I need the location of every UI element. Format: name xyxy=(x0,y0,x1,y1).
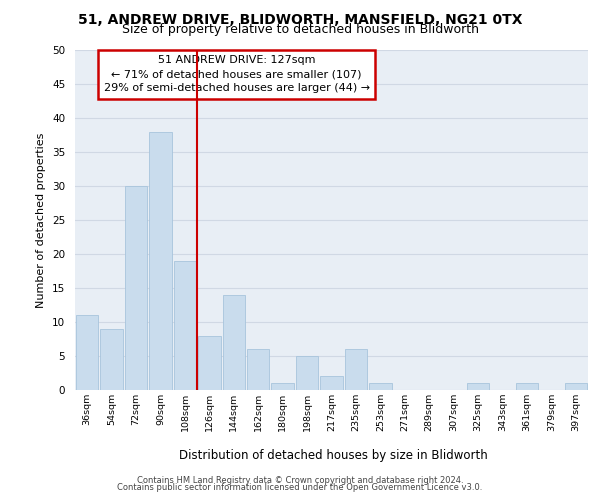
Bar xyxy=(369,383,392,390)
Bar xyxy=(125,186,148,390)
Text: 51 ANDREW DRIVE: 127sqm
← 71% of detached houses are smaller (107)
29% of semi-d: 51 ANDREW DRIVE: 127sqm ← 71% of detache… xyxy=(104,55,370,93)
Text: Contains public sector information licensed under the Open Government Licence v3: Contains public sector information licen… xyxy=(118,483,482,492)
Text: Contains HM Land Registry data © Crown copyright and database right 2024.: Contains HM Land Registry data © Crown c… xyxy=(137,476,463,485)
Bar xyxy=(344,349,367,390)
Bar xyxy=(515,383,538,390)
Text: Distribution of detached houses by size in Blidworth: Distribution of detached houses by size … xyxy=(179,450,487,462)
Text: 51, ANDREW DRIVE, BLIDWORTH, MANSFIELD, NG21 0TX: 51, ANDREW DRIVE, BLIDWORTH, MANSFIELD, … xyxy=(78,12,522,26)
Bar xyxy=(173,261,196,390)
Bar xyxy=(223,295,245,390)
Bar xyxy=(100,329,123,390)
Y-axis label: Number of detached properties: Number of detached properties xyxy=(37,132,46,308)
Text: Size of property relative to detached houses in Blidworth: Size of property relative to detached ho… xyxy=(121,22,479,36)
Bar xyxy=(467,383,490,390)
Bar xyxy=(296,356,319,390)
Bar xyxy=(271,383,294,390)
Bar xyxy=(198,336,221,390)
Bar xyxy=(565,383,587,390)
Bar xyxy=(76,315,98,390)
Bar xyxy=(247,349,269,390)
Bar xyxy=(149,132,172,390)
Bar xyxy=(320,376,343,390)
